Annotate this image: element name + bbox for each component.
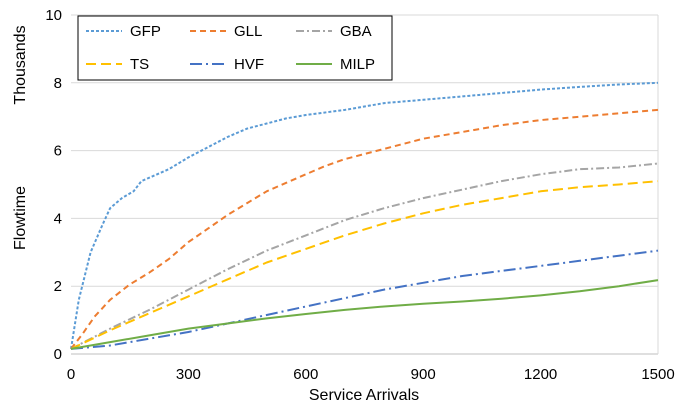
legend-label-gba: GBA <box>340 23 372 40</box>
y-tick-label: 4 <box>54 210 62 227</box>
series-line-gfp <box>70 81 659 350</box>
y-axis-title: Flowtime <box>12 186 29 250</box>
y-tick-label: 10 <box>45 7 62 24</box>
legend-label-ts: TS <box>130 56 149 73</box>
legend-label-gll: GLL <box>234 23 262 40</box>
series-line-gba <box>70 162 659 350</box>
legend-box <box>77 15 393 81</box>
series-line-hvf <box>70 249 659 350</box>
x-tick-label: 300 <box>176 366 201 383</box>
axes: 0 2 4 6 8 10 0 300 600 900 1200 1500 <box>45 7 674 383</box>
series-line-milp <box>70 279 659 350</box>
legend-label-milp: MILP <box>340 56 375 73</box>
legend-label-gfp: GFP <box>130 23 161 40</box>
legend: GFP GLL GBA TS HVF MILP <box>77 15 393 81</box>
y-tick-label: 6 <box>54 143 62 160</box>
x-tick-label: 1200 <box>524 366 557 383</box>
x-tick-label: 0 <box>67 366 75 383</box>
series-line-ts <box>70 180 659 350</box>
y-tick-label: 0 <box>54 346 62 363</box>
series-line-gll <box>70 108 659 350</box>
x-tick-label: 1500 <box>641 366 674 383</box>
legend-label-hvf: HVF <box>234 56 264 73</box>
x-tick-label: 900 <box>411 366 436 383</box>
x-axis-title: Service Arrivals <box>309 387 419 404</box>
x-tick-label: 600 <box>293 366 318 383</box>
series-lines <box>70 81 659 350</box>
gridlines <box>71 14 658 287</box>
y-axis-unit-label: Thousands <box>12 25 29 104</box>
y-tick-label: 8 <box>54 75 62 92</box>
y-tick-label: 2 <box>54 278 62 295</box>
